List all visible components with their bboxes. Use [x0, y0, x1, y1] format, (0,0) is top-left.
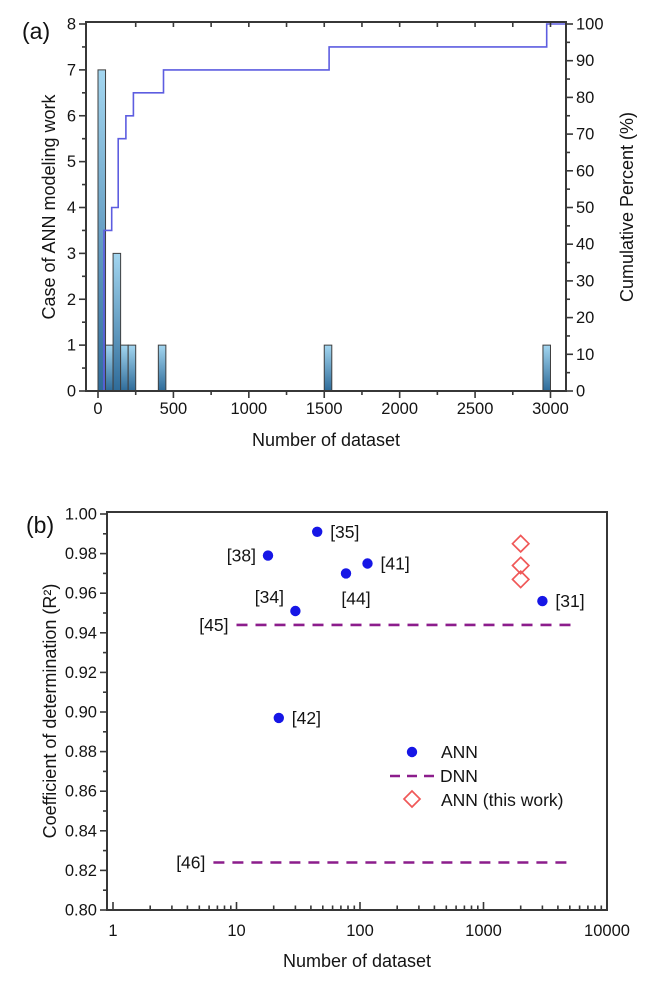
y-tick-label: 0.82	[65, 862, 97, 880]
cumulative-percent-line	[103, 23, 566, 391]
x-tick-label: 3000	[532, 400, 569, 418]
dnn-ref-label: [45]	[199, 615, 228, 635]
y-tick-label: 7	[67, 61, 76, 79]
x-tick-label: 2000	[381, 400, 418, 418]
panel-a-label: (a)	[22, 18, 51, 44]
y2-tick-label: 80	[576, 89, 594, 107]
y2-tick-label: 40	[576, 236, 594, 254]
y-tick-label: 1.00	[65, 506, 97, 524]
y-tick-label: 8	[67, 16, 76, 34]
x-tick-label: 10	[227, 922, 245, 940]
histogram-bar	[323, 344, 333, 392]
y-tick-label: 0.92	[65, 664, 97, 682]
panel-b-label: (b)	[26, 512, 55, 538]
y-tick-label: 5	[67, 153, 76, 171]
y-tick-label: 3	[67, 245, 76, 263]
y-axis-title: Case of ANN modeling work	[39, 93, 59, 319]
x-tick-label: 1000	[465, 922, 502, 940]
this-work-diamond	[511, 556, 531, 575]
histogram-bar	[127, 344, 137, 392]
y-tick-label: 0.94	[65, 624, 97, 642]
y2-tick-label: 20	[576, 309, 594, 327]
y-tick-label: 0.80	[65, 902, 97, 920]
x-axis-title: Number of dataset	[252, 430, 400, 450]
ann-ref-label: [38]	[227, 546, 256, 566]
ann-ref-label: [41]	[381, 554, 410, 574]
y2-tick-label: 60	[576, 162, 594, 180]
dnn-ref-label: [46]	[176, 852, 205, 872]
y-tick-label: 6	[67, 107, 76, 125]
ann-point	[312, 526, 323, 537]
axis-tick-labels: 0 500 1000 1500 2000 2500 30000123456780102030…	[67, 16, 604, 419]
y-tick-label: 1	[67, 337, 76, 355]
y-tick-label: 0	[67, 383, 76, 401]
legend-this-work-marker	[402, 789, 422, 809]
histogram-bar	[112, 252, 122, 392]
x-tick-label: 10000	[584, 922, 630, 940]
y-tick-label: 2	[67, 291, 76, 309]
y2-axis-title: Cumulative Percent (%)	[617, 112, 637, 302]
histogram-bar	[105, 344, 114, 392]
histogram-bar	[120, 344, 129, 392]
ann-point	[537, 595, 548, 607]
x-tick-label: 500	[160, 400, 188, 418]
y-tick-label: 0.90	[65, 704, 97, 722]
y-tick-label: 0.86	[65, 783, 97, 801]
legend-ann-label: ANN	[441, 742, 478, 762]
x-tick-label: 100	[346, 922, 374, 940]
y2-tick-label: 30	[576, 272, 594, 290]
y-tick-label: 4	[67, 199, 76, 217]
y-tick-label: 0.84	[65, 822, 97, 840]
ann-point	[273, 712, 284, 724]
y-tick-label: 0.96	[65, 585, 97, 603]
y-tick-label: 0.88	[65, 743, 97, 761]
ann-point	[262, 550, 274, 561]
legend-ann-marker	[406, 746, 418, 758]
this-work-points	[511, 534, 531, 589]
ann-ref-label: [34]	[255, 587, 284, 607]
x-tick-label: 1500	[306, 400, 343, 418]
legend-dnn-label: DNN	[440, 766, 478, 786]
x-tick-label: 2500	[457, 400, 494, 418]
ann-ref-label: [42]	[292, 708, 321, 728]
axis-tick-labels: 1 10 100 1000 10000 0.80 0.82 0.84 0.86 0.88 0.90 0…	[65, 506, 630, 941]
ann-point	[362, 558, 373, 569]
axes-ticks	[79, 22, 573, 398]
histogram-bar	[542, 344, 551, 392]
x-tick-label: 1000	[230, 400, 267, 418]
ann-ref-label: [31]	[555, 591, 584, 611]
ann-point	[290, 605, 301, 617]
this-work-diamond	[511, 534, 531, 554]
y2-tick-label: 70	[576, 126, 594, 144]
axes-ticks	[100, 513, 608, 911]
y2-tick-label: 50	[576, 199, 594, 217]
x-axis-title: Number of dataset	[283, 951, 431, 971]
ann-ref-label: [35]	[330, 522, 359, 542]
y-axis-title: Coefficient of determination (R²)	[40, 584, 60, 839]
y2-tick-label: 100	[576, 16, 604, 34]
y2-tick-label: 0	[576, 383, 585, 401]
chart-b-scatter: [45][46][38][35][34] [44][41][42][31]1 10 1…	[40, 506, 630, 972]
plot-frame	[106, 511, 608, 911]
x-tick-label: 0	[93, 400, 102, 418]
ann-ref-label: [44]	[341, 588, 370, 608]
ann-point	[340, 568, 352, 579]
this-work-diamond	[511, 569, 531, 589]
dnn-lines: [45] [46]	[176, 615, 572, 872]
ann-points: [38] [35] [34] [44] [41] [42] [31]	[227, 522, 585, 728]
x-tick-label: 1	[108, 922, 117, 940]
chart-a-histogram: 0 500 1000 1500 2000 2500 30000123456780102030…	[39, 16, 637, 451]
y-tick-label: 0.98	[65, 545, 97, 563]
histogram-bar	[157, 344, 167, 392]
legend-this-work-label: ANN (this work)	[441, 790, 564, 810]
legend: ANN DNN ANN (this work)	[390, 742, 564, 810]
histogram-bars	[97, 69, 551, 392]
y2-tick-label: 90	[576, 52, 594, 70]
y2-tick-label: 10	[576, 346, 594, 364]
plot-frame	[85, 21, 567, 392]
